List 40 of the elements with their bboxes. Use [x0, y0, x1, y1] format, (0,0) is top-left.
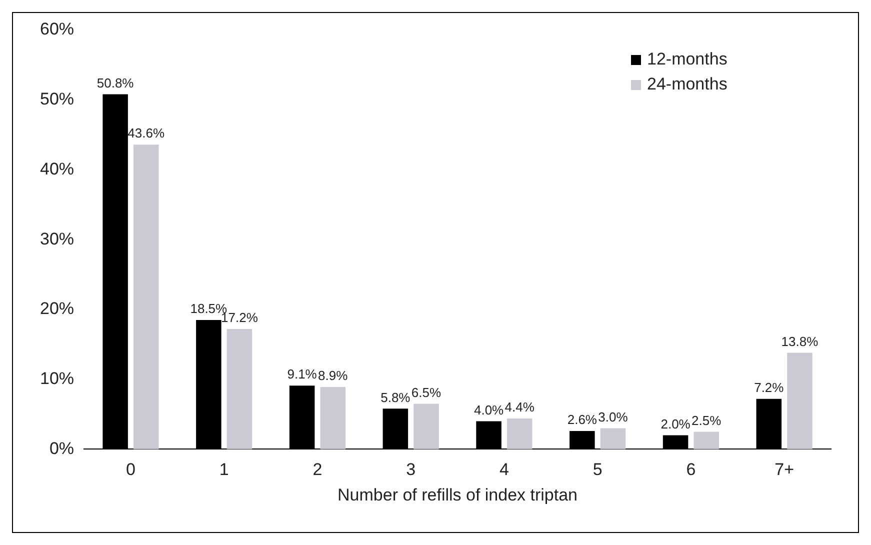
- x-axis-title: Number of refills of index triptan: [338, 485, 578, 504]
- data-label: 5.8%: [380, 390, 411, 405]
- legend-label: 24-months: [647, 74, 728, 94]
- data-label: 4.4%: [504, 400, 535, 415]
- bar: [600, 428, 626, 450]
- y-tick-label: 50%: [40, 90, 74, 109]
- x-tick-label: 4: [499, 460, 509, 480]
- data-label: 2.0%: [660, 416, 691, 432]
- data-label: 43.6%: [128, 126, 165, 141]
- y-tick-label: 30%: [40, 229, 74, 248]
- x-tick-label: 7+: [774, 460, 794, 480]
- bar: [787, 352, 812, 450]
- y-tick-label: 40%: [40, 159, 74, 178]
- bar: [694, 432, 719, 450]
- x-tick-label: 2: [312, 460, 322, 480]
- data-label: 13.8%: [781, 334, 819, 349]
- x-tick-label: 3: [406, 460, 416, 480]
- x-tick-label: 0: [126, 460, 136, 480]
- data-label: 4.0%: [474, 402, 504, 418]
- data-label: 3.0%: [598, 409, 628, 424]
- data-label: 8.9%: [318, 368, 348, 384]
- data-label: 9.1%: [287, 366, 318, 382]
- data-label: 2.5%: [692, 412, 722, 428]
- bar: [320, 387, 346, 450]
- y-tick-label: 20%: [40, 299, 74, 318]
- bar: [414, 404, 439, 450]
- data-label: 2.6%: [567, 412, 598, 428]
- data-label: 7.2%: [754, 380, 784, 395]
- y-tick-label: 10%: [40, 369, 74, 388]
- legend-label: 12-months: [647, 50, 728, 69]
- bar: [226, 329, 252, 450]
- x-tick-label: 1: [219, 460, 229, 480]
- data-label: 50.8%: [96, 75, 134, 90]
- data-label: 6.5%: [411, 384, 442, 400]
- bar: [506, 418, 532, 450]
- y-tick-label: 0%: [49, 438, 74, 458]
- y-tick-label: 60%: [40, 20, 74, 39]
- bar: [133, 144, 159, 450]
- x-tick-label: 5: [592, 460, 602, 480]
- x-tick-label: 6: [686, 460, 696, 480]
